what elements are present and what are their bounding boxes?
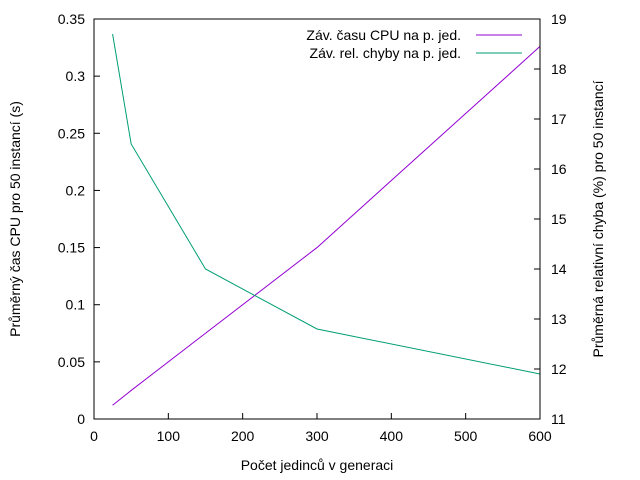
series-layer [112, 33, 541, 406]
x-axis-ticks: 0 100 200 300 400 500 600 [90, 413, 552, 444]
y2-tick-label: 11 [551, 411, 566, 427]
y-tick-label: 0.1 [66, 297, 86, 313]
x-tick-label: 500 [454, 428, 478, 444]
y2-tick-label: 15 [551, 211, 567, 227]
legend: Záv. času CPU na p. jed. Záv. rel. chyby … [306, 27, 522, 61]
series-line-2 [112, 33, 541, 375]
y2-axis-ticks: 11 12 13 14 15 16 17 18 19 [534, 11, 567, 427]
y-tick-label: 0.15 [58, 240, 85, 256]
y2-tick-label: 13 [551, 311, 567, 327]
y-tick-label: 0.25 [58, 125, 85, 141]
plot-frame [93, 18, 541, 420]
legend-label-2: Záv. rel. chyby na p. jed. [310, 45, 461, 61]
y-tick-label: 0.2 [66, 182, 86, 198]
y2-tick-label: 18 [551, 61, 567, 77]
x-tick-label: 0 [90, 428, 98, 444]
x-tick-label: 300 [305, 428, 329, 444]
y2-tick-label: 14 [551, 261, 567, 277]
y-axis-label: Průměrný čas CPU pro 50 instancí (s) [7, 101, 23, 337]
series-line-1 [112, 46, 541, 406]
y-tick-label: 0.35 [58, 11, 85, 27]
x-tick-label: 100 [157, 428, 181, 444]
x-tick-label: 600 [528, 428, 552, 444]
y-tick-label: 0.05 [58, 354, 85, 370]
y2-tick-label: 19 [551, 11, 567, 27]
y2-tick-label: 12 [551, 361, 567, 377]
x-axis-label: Počet jedinců v generaci [241, 457, 394, 473]
y2-axis-label: Průměrná relativní chyba (%) pro 50 inst… [590, 80, 606, 357]
x-tick-label: 200 [231, 428, 255, 444]
y-axis-ticks: 0 0.05 0.1 0.15 0.2 0.25 0.3 0.35 [58, 11, 100, 427]
x-tick-label: 400 [380, 428, 404, 444]
y-tick-label: 0 [77, 411, 85, 427]
y-tick-label: 0.3 [66, 68, 86, 84]
legend-label-1: Záv. času CPU na p. jed. [306, 27, 461, 43]
y2-tick-label: 17 [551, 111, 567, 127]
y2-tick-label: 16 [551, 161, 567, 177]
